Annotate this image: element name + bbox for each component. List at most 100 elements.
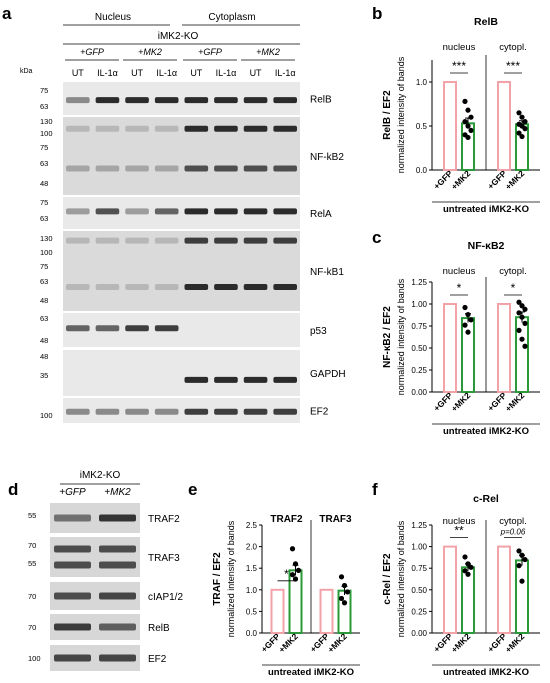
band — [99, 623, 136, 631]
band — [184, 125, 209, 132]
blot-nf-kb1: 130 100 75 63 48 NF-kB1 — [40, 231, 344, 311]
group-cytopl: cytopl.+GFP+MK2*** — [485, 42, 529, 192]
bar — [443, 81, 457, 171]
panel-letter-a: a — [2, 4, 12, 23]
y-tick-label: 0.75 — [411, 564, 427, 573]
bar — [443, 303, 457, 393]
bar — [497, 303, 511, 393]
data-point — [462, 98, 468, 104]
significance-label: p=0.06 — [500, 528, 526, 537]
kda-marker: 55 — [28, 511, 36, 520]
y-tick-label: 2.5 — [246, 521, 258, 530]
y-tick-label: 0.00 — [411, 629, 427, 638]
band — [154, 284, 179, 290]
panel-letter-e: e — [188, 480, 197, 499]
data-point — [522, 320, 528, 326]
blot-strip — [50, 537, 140, 577]
band — [154, 165, 179, 172]
kda-label: kDa — [20, 68, 33, 75]
band — [95, 237, 120, 244]
data-point — [468, 564, 474, 570]
y-tick-label: 0.0 — [246, 629, 258, 638]
kda-marker: 100 — [40, 411, 53, 420]
data-point — [341, 600, 348, 606]
y-tick-label: 0.25 — [411, 607, 427, 616]
band — [154, 325, 179, 332]
lane-label: UT — [131, 68, 143, 78]
chart-e: 0.0 0.5 1.0 1.5 2.0 2.5 normalized intensity o… — [212, 514, 360, 678]
data-point — [522, 306, 528, 312]
band — [243, 208, 268, 215]
kda-marker: 100 — [28, 654, 41, 663]
lane-labels-a: UT IL-1α UT IL-1α UT IL-1α UT IL-1α — [72, 68, 296, 78]
kda-marker: 75 — [40, 143, 48, 152]
chart-title: RelB — [474, 16, 498, 28]
panel-letter-f: f — [372, 480, 378, 499]
band — [243, 284, 268, 290]
kda-marker: 55 — [28, 559, 36, 568]
kda-marker: 35 — [40, 371, 48, 380]
y-tick-label: 0.50 — [411, 586, 427, 595]
band — [184, 165, 209, 172]
kda-marker: 63 — [40, 214, 48, 223]
group-cytopl: cytopl.+GFP+MK2* — [485, 266, 529, 414]
data-point — [465, 561, 471, 567]
data-point — [465, 571, 471, 577]
blot-label: RelB — [310, 95, 332, 106]
band — [95, 97, 120, 104]
x-category-label: +MK2 — [449, 631, 472, 654]
band — [125, 208, 149, 215]
panel-letter-c: c — [372, 228, 381, 247]
data-point — [462, 119, 468, 125]
x-label: untreated iMK2-KO — [268, 667, 354, 678]
band — [99, 592, 136, 600]
data-point — [341, 582, 348, 589]
data-point — [519, 133, 525, 140]
y-label-inner: normalized intensity of bands — [396, 520, 406, 637]
blot-label: GAPDH — [310, 369, 346, 380]
y-label-inner: normalized intensity of bands — [226, 520, 236, 637]
cytoplasm-label: Cytoplasm — [208, 12, 255, 23]
blot-relb: 75 63 RelB — [40, 82, 332, 115]
band — [273, 165, 297, 172]
band — [214, 284, 238, 290]
kda-marker: 63 — [40, 277, 48, 286]
band — [273, 376, 297, 383]
blot-gapdh: 48 35 GAPDH — [40, 350, 346, 396]
y-label-outer: c-Rel / EF2 — [382, 553, 393, 605]
band — [66, 125, 90, 132]
band — [125, 165, 149, 172]
y-tick-label: 1.00 — [411, 300, 427, 309]
band — [273, 284, 297, 290]
data-point — [516, 110, 522, 116]
blot-label: p53 — [310, 326, 327, 337]
group-name: cytopl. — [499, 266, 526, 277]
group-labels-a: +GFP +MK2 +GFP +MK2 — [65, 47, 295, 61]
data-point — [465, 107, 471, 113]
lane-label: IL-1α — [156, 68, 177, 78]
band — [184, 376, 209, 383]
band — [54, 514, 91, 522]
blot-traf2: 55 TRAF2 — [28, 503, 180, 533]
band — [214, 237, 238, 244]
bar — [461, 317, 475, 393]
group-name: nucleus — [443, 516, 476, 527]
y-tick-label: 1.5 — [246, 564, 258, 573]
band — [95, 284, 120, 290]
significance-label: * — [284, 567, 289, 581]
chart-title: NF-κB2 — [468, 240, 505, 252]
significance-label: *** — [452, 59, 466, 73]
nucleus-label: Nucleus — [95, 12, 131, 23]
data-point — [465, 311, 471, 318]
band — [214, 208, 238, 215]
kda-marker: 75 — [40, 198, 48, 207]
band — [184, 208, 209, 215]
band — [273, 125, 297, 132]
band — [95, 165, 120, 172]
data-point — [522, 126, 528, 132]
group-label: +MK2 — [138, 47, 162, 57]
blot-label: TRAF2 — [148, 514, 180, 525]
significance-label: * — [457, 281, 462, 295]
data-point — [292, 576, 299, 582]
data-point — [519, 314, 525, 320]
